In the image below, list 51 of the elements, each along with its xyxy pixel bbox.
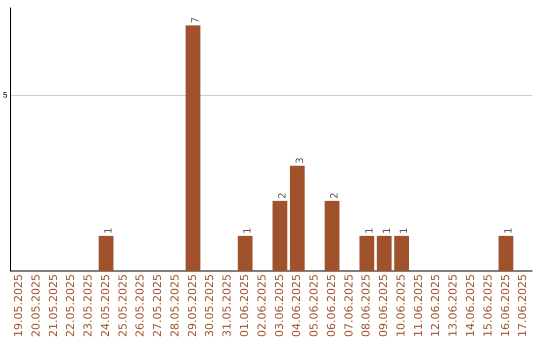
bar — [359, 236, 374, 272]
bar — [290, 166, 305, 272]
x-tick-label: 17.06.2025 — [516, 274, 530, 338]
data-label: 1 — [364, 228, 376, 234]
x-tick-label: 24.05.2025 — [98, 274, 112, 338]
y-tick-label: 5 — [2, 90, 8, 100]
bar — [186, 25, 200, 272]
bar — [272, 200, 288, 272]
x-tick-label: 16.06.2025 — [498, 274, 512, 338]
x-tick-label: 19.05.2025 — [12, 274, 25, 338]
x-tick-label: 15.06.2025 — [481, 274, 494, 338]
x-tick-label: 25.05.2025 — [116, 274, 130, 338]
bar — [376, 236, 392, 272]
x-tick-label: 10.06.2025 — [394, 274, 408, 338]
x-tick-label: 05.06.2025 — [308, 274, 321, 338]
data-label: 3 — [294, 157, 306, 164]
x-tick-label: 30.05.2025 — [203, 274, 216, 338]
data-label: 2 — [330, 192, 341, 199]
x-tick-label: 08.06.2025 — [360, 274, 373, 338]
bar — [324, 200, 340, 272]
data-label: 1 — [104, 228, 115, 234]
bar — [498, 236, 514, 272]
x-tick-label: 29.05.2025 — [186, 274, 199, 338]
x-tick-label: 01.06.2025 — [238, 274, 252, 338]
data-label: 1 — [382, 228, 393, 234]
x-tick-label: 14.06.2025 — [464, 274, 478, 338]
x-tick-label: 22.05.2025 — [64, 274, 78, 338]
x-tick-label: 07.06.2025 — [342, 274, 356, 338]
bar — [98, 236, 114, 272]
x-tick-label: 26.05.2025 — [134, 274, 147, 338]
x-tick-label: 23.05.2025 — [82, 274, 95, 338]
x-tick-label: 13.06.2025 — [446, 274, 460, 338]
x-tick-label: 02.06.2025 — [255, 274, 268, 338]
x-tick-label: 27.05.2025 — [151, 274, 164, 338]
bar — [394, 236, 409, 272]
x-tick-label: 03.06.2025 — [272, 274, 286, 338]
data-label: 1 — [504, 228, 515, 234]
data-label: 2 — [278, 192, 289, 199]
data-label: 1 — [242, 228, 254, 234]
x-tick-label: 12.06.2025 — [429, 274, 442, 338]
x-tick-label: 06.06.2025 — [324, 274, 338, 338]
data-label: 7 — [190, 16, 202, 24]
data-label: 1 — [399, 228, 410, 234]
x-tick-label: 28.05.2025 — [168, 274, 182, 338]
bar — [238, 236, 253, 272]
x-tick-label: 31.05.2025 — [220, 274, 234, 338]
x-tick-label: 09.06.2025 — [377, 274, 390, 338]
x-tick-label: 11.06.2025 — [412, 274, 425, 338]
x-tick-label: 21.05.2025 — [46, 274, 60, 338]
x-tick-label: 20.05.2025 — [29, 274, 42, 338]
x-tick-label: 04.06.2025 — [290, 274, 304, 338]
